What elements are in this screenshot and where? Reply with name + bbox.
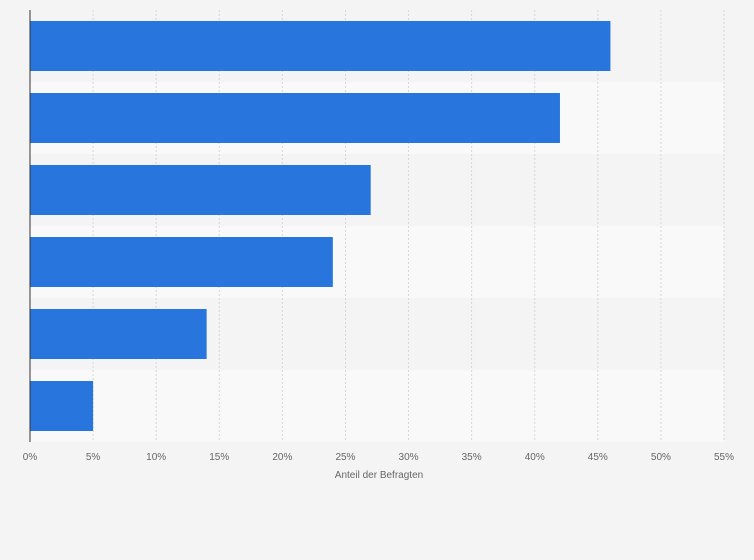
x-tick-label: 5% [86,452,101,463]
x-tick-label: 10% [146,452,166,463]
x-tick-label: 20% [272,452,292,463]
bar [30,237,333,287]
x-axis-title: Anteil der Befragten [335,470,423,481]
x-tick-label: 30% [399,452,419,463]
bar [30,165,371,215]
x-tick-label: 15% [209,452,229,463]
x-tick-label: 45% [588,452,608,463]
x-tick-labels: 0% 5% 10% 15% 20% 25% 30% 35% 40% 45% 50% 55% [23,452,734,463]
bar [30,309,207,359]
bar [30,381,94,431]
row-bands [30,10,724,442]
bar [30,93,560,143]
x-tick-label: 40% [525,452,545,463]
x-tick-label: 25% [335,452,355,463]
x-tick-label: 0% [23,452,38,463]
bar [30,21,611,71]
x-tick-label: 35% [462,452,482,463]
bars [30,21,611,431]
x-tick-label: 55% [714,452,734,463]
x-tick-label: 50% [651,452,671,463]
gridlines [92,10,725,442]
row-band [30,370,724,442]
